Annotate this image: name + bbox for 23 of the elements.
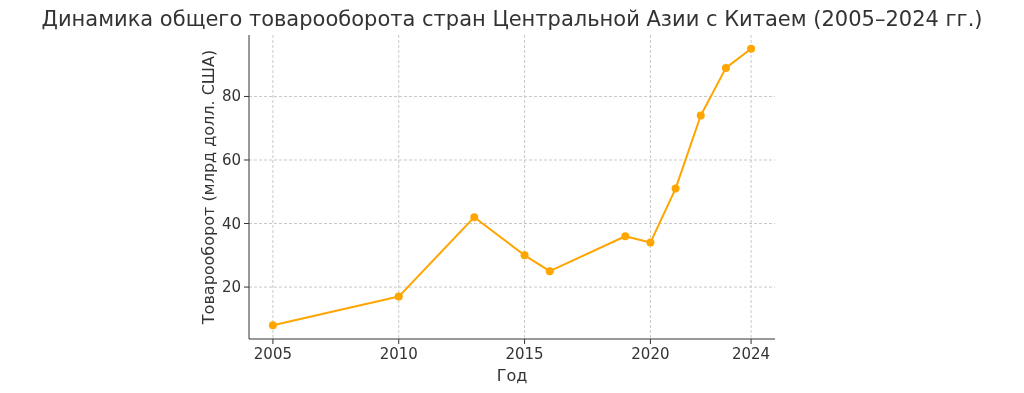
x-tick-label: 2024 <box>732 345 771 363</box>
point <box>671 184 680 193</box>
y-tick-label: 80 <box>221 87 241 106</box>
point <box>268 321 277 330</box>
point <box>394 292 403 301</box>
point <box>520 251 529 260</box>
y-tick-label: 40 <box>221 214 241 233</box>
point <box>621 232 630 241</box>
chart-title: Динамика общего товарооборота стран Центральной Азии с Китаем (2005–2024 гг.) <box>41 7 983 31</box>
point <box>470 213 479 222</box>
y-tick-label: 60 <box>221 151 241 169</box>
point <box>747 44 756 53</box>
x-tick-label: 2020 <box>631 345 670 363</box>
point <box>721 63 730 72</box>
y-tick-label: 20 <box>221 278 241 297</box>
y-axis-title: Товарооборот (млрд долл. США) <box>199 49 218 326</box>
point <box>646 238 655 247</box>
x-tick-label: 2010 <box>379 345 418 363</box>
x-tick-label: 2015 <box>505 345 544 363</box>
point <box>696 111 705 120</box>
x-tick-label: 2005 <box>253 345 292 363</box>
x-axis-title: Год <box>496 366 528 385</box>
point <box>545 267 554 276</box>
